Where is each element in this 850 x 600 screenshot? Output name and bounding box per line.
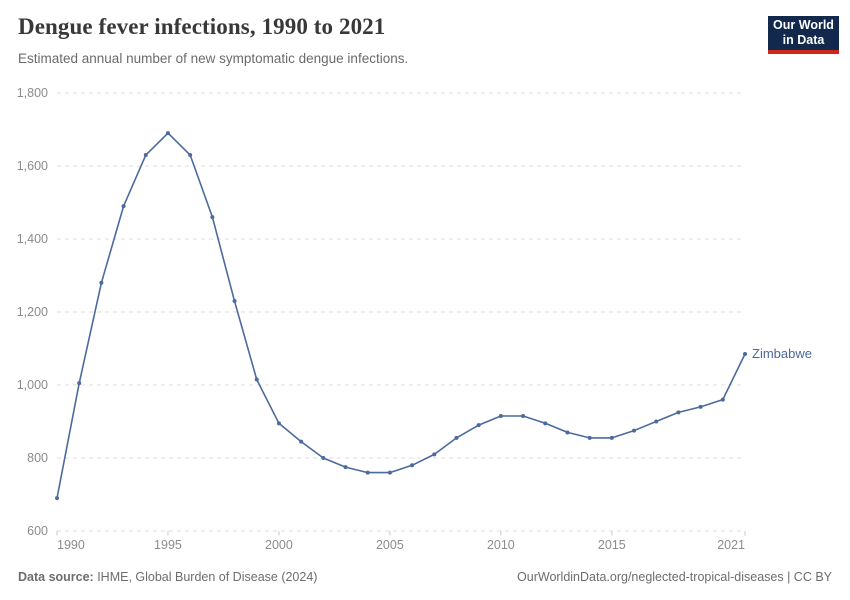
data-point-1998[interactable]	[232, 299, 237, 304]
series-label-zimbabwe[interactable]: Zimbabwe	[752, 346, 812, 361]
data-point-1996[interactable]	[188, 153, 193, 158]
footer: Data source: IHME, Global Burden of Dise…	[18, 569, 832, 585]
page-title: Dengue fever infections, 1990 to 2021	[18, 14, 386, 39]
data-point-1991[interactable]	[77, 381, 82, 386]
x-tick-label-2005: 2005	[376, 538, 404, 552]
data-point-2002[interactable]	[321, 456, 326, 460]
data-point-1997[interactable]	[210, 215, 215, 220]
data-point-2018[interactable]	[676, 410, 681, 415]
data-point-1994[interactable]	[143, 153, 148, 158]
data-point-1990[interactable]	[55, 496, 59, 501]
data-source: Data source: IHME, Global Burden of Dise…	[18, 569, 317, 585]
data-point-1995[interactable]	[165, 131, 170, 136]
data-point-2011[interactable]	[521, 414, 526, 419]
data-point-1992[interactable]	[99, 280, 104, 285]
data-point-2007[interactable]	[432, 452, 437, 457]
x-tick-label-2000: 2000	[265, 538, 293, 552]
data-point-1999[interactable]	[254, 377, 259, 382]
y-tick-label-800: 800	[27, 451, 48, 465]
y-tick-label-600: 600	[27, 524, 48, 538]
data-point-2009[interactable]	[476, 423, 481, 428]
footer-link[interactable]: OurWorldinData.org/neglected-tropical-di…	[517, 570, 832, 584]
x-tick-label-2010: 2010	[487, 538, 515, 552]
series-line-zimbabwe[interactable]	[56, 132, 746, 499]
owid-logo-text-line1: Our World	[773, 18, 834, 32]
owid-logo-red-bar	[768, 50, 839, 54]
data-point-2003[interactable]	[343, 465, 348, 470]
y-tick-label-1800: 1,800	[17, 86, 48, 100]
data-source-text: IHME, Global Burden of Disease (2024)	[93, 570, 318, 584]
data-point-2021[interactable]	[743, 351, 747, 356]
data-point-2010[interactable]	[498, 414, 503, 419]
data-point-2020[interactable]	[720, 397, 725, 402]
y-tick-label-1000: 1,000	[17, 378, 48, 392]
data-point-2000[interactable]	[276, 421, 281, 426]
owid-logo[interactable]: Our World in Data	[768, 16, 839, 50]
y-tick-label-1400: 1,400	[17, 232, 48, 246]
data-point-1993[interactable]	[121, 204, 126, 209]
x-tick-label-1990: 1990	[57, 538, 85, 552]
data-point-2004[interactable]	[365, 470, 370, 475]
data-point-2013[interactable]	[565, 430, 570, 435]
x-tick-label-1995: 1995	[154, 538, 182, 552]
y-tick-label-1200: 1,200	[17, 305, 48, 319]
x-tick-label-2021: 2021	[717, 538, 745, 552]
owid-logo-text-line2: in Data	[782, 33, 825, 47]
data-point-2006[interactable]	[410, 463, 415, 468]
data-point-2019[interactable]	[698, 404, 703, 409]
chart-subtitle: Estimated annual number of new symptomat…	[18, 51, 409, 66]
data-point-2016[interactable]	[632, 428, 637, 433]
data-point-2014[interactable]	[587, 435, 592, 440]
x-tick-label-2015: 2015	[598, 538, 626, 552]
data-point-2012[interactable]	[543, 421, 548, 426]
data-point-2005[interactable]	[387, 470, 392, 475]
data-point-2001[interactable]	[299, 439, 304, 444]
data-source-label: Data source:	[18, 570, 94, 584]
data-point-2017[interactable]	[654, 419, 659, 424]
data-point-2015[interactable]	[609, 435, 614, 440]
y-tick-label-1600: 1,600	[17, 159, 48, 173]
data-point-2008[interactable]	[454, 435, 459, 440]
